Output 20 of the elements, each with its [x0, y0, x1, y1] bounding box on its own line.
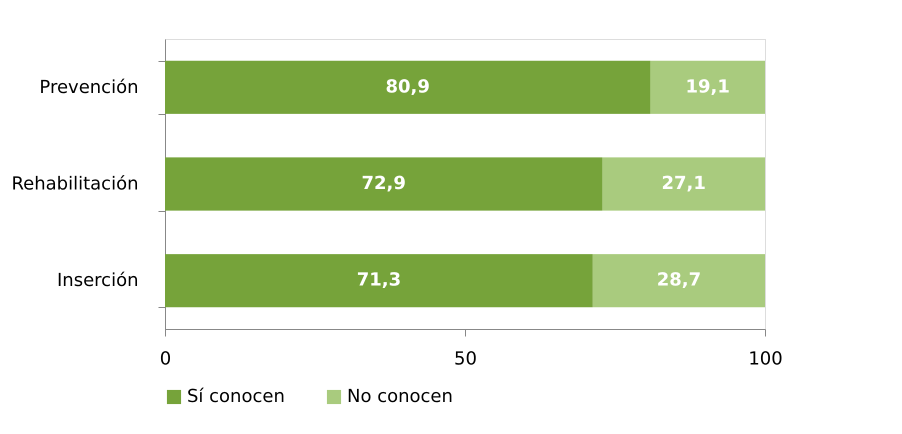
y-tick-label: Rehabilitación — [11, 174, 138, 194]
bar — [165, 157, 602, 211]
data-label: 19,1 — [685, 76, 730, 98]
data-label: 27,1 — [661, 173, 706, 194]
data-label: 28,7 — [656, 270, 702, 291]
y-tick-label: Inserción — [57, 270, 138, 292]
legend-label: Sí conocen — [187, 386, 285, 407]
x-tick-label: 100 — [748, 348, 783, 370]
y-tick-label: Prevención — [39, 76, 138, 98]
data-label: 71,3 — [356, 270, 402, 291]
data-label: 80,9 — [385, 76, 430, 98]
bar — [165, 60, 650, 114]
x-tick-label: 50 — [454, 348, 477, 370]
data-label: 72,9 — [361, 173, 406, 194]
legend-label: No conocen — [347, 386, 453, 407]
bar — [650, 60, 765, 114]
bar — [165, 254, 593, 308]
x-tick-label: 0 — [160, 348, 172, 370]
bar — [602, 157, 765, 211]
bar — [592, 254, 765, 308]
